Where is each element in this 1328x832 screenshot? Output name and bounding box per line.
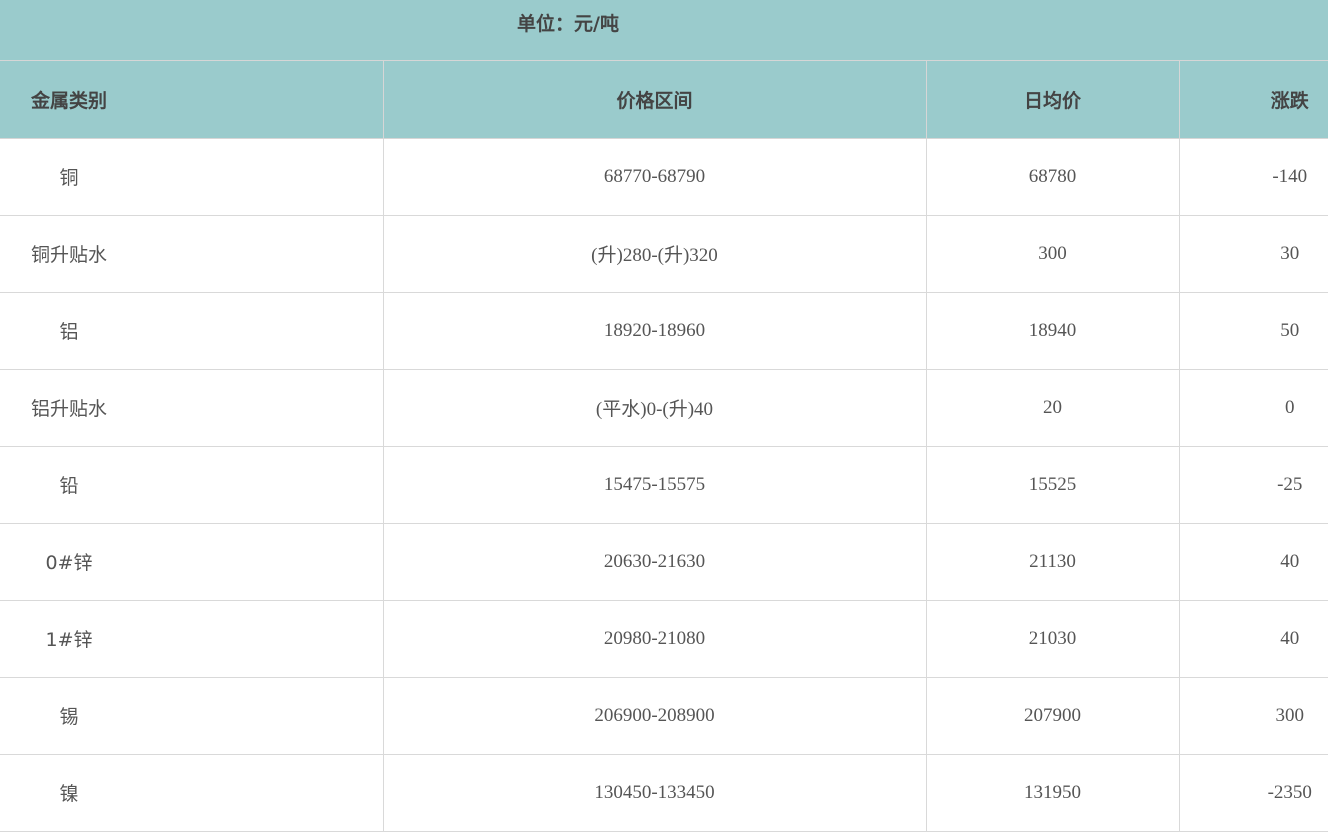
price-range-cell: 130450-133450 bbox=[382, 754, 927, 832]
metal-name: 铅 bbox=[59, 475, 79, 497]
metal-name-cell: 1#锌 bbox=[0, 600, 384, 678]
table-row: 镍 130450-133450 131950 -2350 bbox=[0, 754, 1328, 832]
price-range-cell: 206900-208900 bbox=[382, 677, 927, 755]
price-range-cell: 68770-68790 bbox=[382, 138, 927, 216]
price-range-cell: (平水)0-(升)40 bbox=[382, 369, 927, 447]
table-row: 0#锌 20630-21630 21130 40 bbox=[0, 523, 1328, 601]
price-range-cell: 15475-15575 bbox=[382, 446, 927, 524]
table-row: 1#锌 20980-21080 21030 40 bbox=[0, 600, 1328, 678]
table-row: 铝 18920-18960 18940 50 bbox=[0, 292, 1328, 370]
header-label: 金属类别 bbox=[30, 89, 107, 112]
metal-name-cell: 锡 bbox=[0, 677, 384, 755]
metal-name-cell: 铜升贴水 bbox=[0, 215, 384, 293]
change-cell: 300 bbox=[1178, 677, 1328, 755]
daily-average-cell: 21030 bbox=[925, 600, 1180, 678]
change-cell: 50 bbox=[1178, 292, 1328, 370]
header-metal-type: 金属类别 bbox=[0, 61, 384, 139]
metal-name: 0#锌 bbox=[45, 552, 93, 574]
metal-name: 铝 bbox=[59, 321, 79, 343]
daily-average-cell: 207900 bbox=[925, 677, 1180, 755]
metal-name: 镍 bbox=[59, 783, 79, 805]
daily-average-cell: 21130 bbox=[925, 523, 1180, 601]
daily-average-cell: 68780 bbox=[925, 138, 1180, 216]
unit-bar: 单位：元/吨 bbox=[0, 0, 1328, 61]
metal-name-cell: 铜 bbox=[0, 138, 384, 216]
change-cell: 40 bbox=[1178, 600, 1328, 678]
metal-name: 铜 bbox=[59, 167, 79, 189]
metal-name: 锡 bbox=[59, 706, 79, 728]
metal-name-cell: 铝升贴水 bbox=[0, 369, 384, 447]
daily-average-cell: 131950 bbox=[925, 754, 1180, 832]
daily-average-cell: 18940 bbox=[925, 292, 1180, 370]
metal-name-cell: 镍 bbox=[0, 754, 384, 832]
header-daily-average: 日均价 bbox=[925, 61, 1180, 139]
price-range-cell: 20980-21080 bbox=[382, 600, 927, 678]
header-row: 金属类别 价格区间 日均价 涨跌 bbox=[0, 61, 1328, 139]
daily-average-cell: 15525 bbox=[925, 446, 1180, 524]
change-cell: 30 bbox=[1178, 215, 1328, 293]
table-row: 铜升贴水 (升)280-(升)320 300 30 bbox=[0, 215, 1328, 293]
change-cell: -140 bbox=[1178, 138, 1328, 216]
table-row: 铅 15475-15575 15525 -25 bbox=[0, 446, 1328, 524]
metal-name-cell: 铅 bbox=[0, 446, 384, 524]
table-row: 铜 68770-68790 68780 -140 bbox=[0, 138, 1328, 216]
change-cell: 40 bbox=[1178, 523, 1328, 601]
change-cell: 0 bbox=[1178, 369, 1328, 447]
change-cell: -25 bbox=[1178, 446, 1328, 524]
metal-name: 铜升贴水 bbox=[30, 244, 107, 266]
header-price-range: 价格区间 bbox=[382, 61, 927, 139]
table-row: 锡 206900-208900 207900 300 bbox=[0, 677, 1328, 755]
metal-price-table: 金属类别 价格区间 日均价 涨跌 铜 68770-68790 68780 -140 铜升… bbox=[0, 61, 1328, 832]
daily-average-cell: 20 bbox=[925, 369, 1180, 447]
price-range-cell: 18920-18960 bbox=[382, 292, 927, 370]
change-cell: -2350 bbox=[1178, 754, 1328, 832]
header-change: 涨跌 bbox=[1178, 61, 1328, 139]
daily-average-cell: 300 bbox=[925, 215, 1180, 293]
unit-label: 单位：元/吨 bbox=[517, 13, 619, 35]
metal-name-cell: 0#锌 bbox=[0, 523, 384, 601]
metal-name: 1#锌 bbox=[45, 629, 93, 651]
price-range-cell: (升)280-(升)320 bbox=[382, 215, 927, 293]
metal-name-cell: 铝 bbox=[0, 292, 384, 370]
table-row: 铝升贴水 (平水)0-(升)40 20 0 bbox=[0, 369, 1328, 447]
price-range-cell: 20630-21630 bbox=[382, 523, 927, 601]
metal-name: 铝升贴水 bbox=[30, 398, 107, 420]
